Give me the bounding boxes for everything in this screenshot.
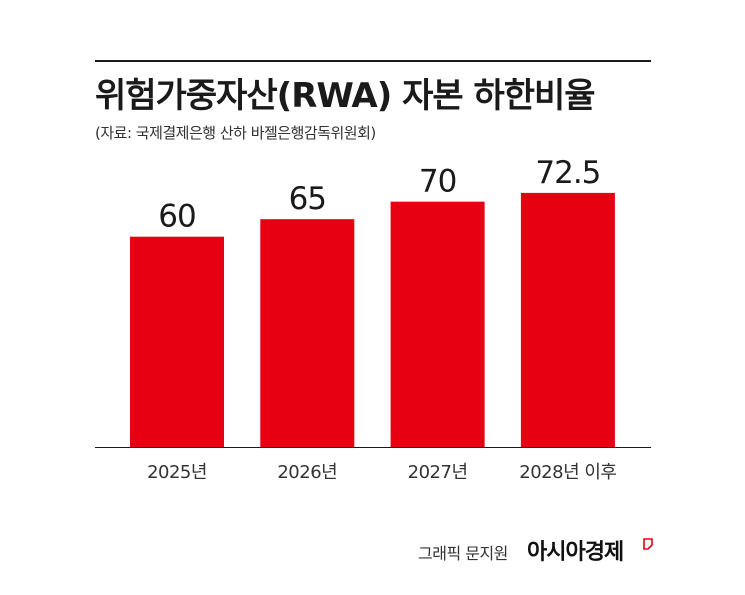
category-label-2: 2027년 <box>408 462 468 483</box>
data-label-3: 72.5 <box>535 155 600 191</box>
chart-source: (자료: 국제결제은행 산하 바젤은행감독위원회) <box>95 124 376 142</box>
chart-title: 위험가중자산(RWA) 자본 하한비율 <box>95 76 596 116</box>
brand-logo: 아시아경제 <box>527 540 624 565</box>
data-label-0: 60 <box>158 199 195 235</box>
data-label-1: 65 <box>289 181 326 217</box>
bar-0 <box>130 236 224 447</box>
graphic-credit: 그래픽 문지원 <box>418 544 508 563</box>
category-label-3: 2028년 이후 <box>519 462 616 483</box>
data-label-2: 70 <box>419 164 456 200</box>
bar-1 <box>260 219 355 447</box>
category-label-1: 2026년 <box>277 462 337 483</box>
bar-2 <box>390 201 485 447</box>
bar-3 <box>520 192 615 447</box>
brand-mark-icon <box>643 538 653 550</box>
top-rule <box>95 60 651 62</box>
category-label-0: 2025년 <box>147 462 207 483</box>
